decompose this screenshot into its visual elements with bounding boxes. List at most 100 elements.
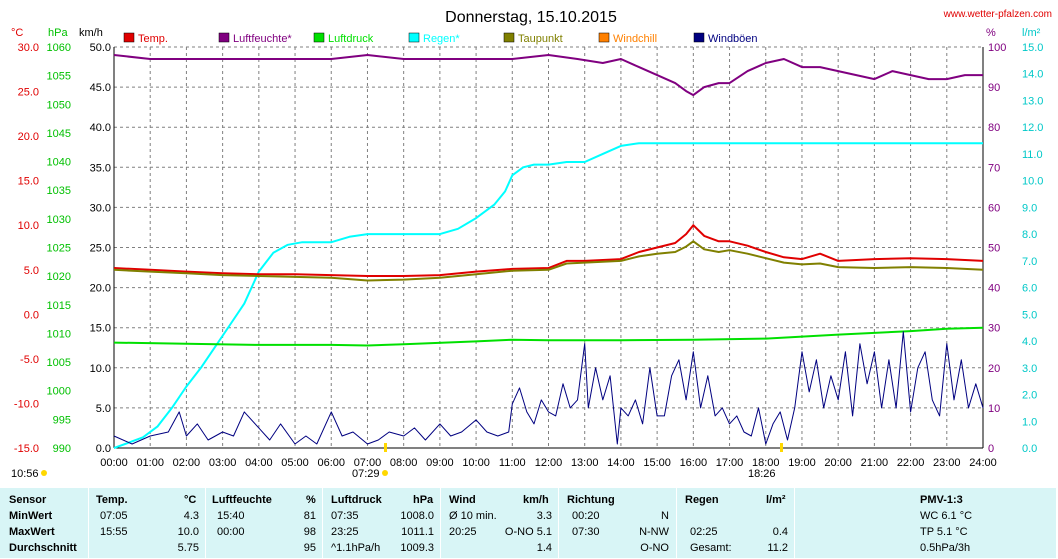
- legend-label: Luftfeuchte*: [233, 33, 292, 45]
- stats-cell-hum-time: 00:00: [217, 526, 245, 538]
- series-line-4: [113, 326, 984, 347]
- hdr-wind-unit: km/h: [523, 494, 549, 506]
- stats-cell-press-val: 1011.1: [401, 526, 434, 538]
- stats-col-press: [323, 488, 440, 558]
- wind-tick-label: 5.0: [96, 403, 111, 415]
- hum-tick-label: 20: [988, 363, 1000, 375]
- hdr-hum: Luftfeuchte: [212, 494, 272, 506]
- wind-tick-label: 45.0: [90, 82, 111, 94]
- stats-cell-pmv: 0.5hPa/3h: [920, 542, 971, 554]
- legend-swatch: [408, 32, 420, 43]
- stats-cell-wind-val: 3.3: [536, 510, 552, 522]
- stats-cell-label: MinWert: [9, 510, 53, 522]
- stats-cell-dir-val: N: [661, 510, 669, 522]
- legend-label: Windchill: [613, 33, 657, 45]
- hum-tick-label: 10: [988, 403, 1000, 415]
- stats-col-pmv: [795, 488, 1056, 558]
- x-tick-label: 23:00: [933, 457, 961, 469]
- x-tick-label: 24:00: [969, 457, 997, 469]
- legend-swatch: [313, 32, 325, 43]
- legend-label: Luftdruck: [328, 33, 374, 45]
- series-line-5: [113, 331, 984, 445]
- hum-tick-label: 50: [988, 243, 1000, 255]
- hum-unit-label: %: [986, 27, 996, 39]
- stats-cell-wind-time: 20:25: [449, 526, 477, 538]
- sunrise-marker: [384, 443, 387, 452]
- stats-cell-dir-val: O-NO: [640, 542, 669, 554]
- hdr-temp: Temp.: [96, 494, 128, 506]
- temp-tick-label: -5.0: [20, 354, 39, 366]
- hum-tick-label: 70: [988, 162, 1000, 174]
- x-tick-label: 22:00: [897, 457, 925, 469]
- rain-tick-label: 1.0: [1022, 416, 1037, 428]
- stats-col-wind: [441, 488, 558, 558]
- sunset-label: 18:26: [748, 468, 776, 480]
- hdr-rain: Regen: [685, 494, 719, 506]
- stats-cell-wind-time: Ø 10 min.: [449, 510, 497, 522]
- x-tick-label: 00:00: [100, 457, 128, 469]
- wind-tick-label: 30.0: [90, 202, 111, 214]
- stats-cell-hum-val: 95: [303, 542, 316, 554]
- weather-chart: 00:00 01:00 02:00 03:00 04:00 05:00 06:00 07:00…: [11, 9, 1052, 480]
- press-tick-label: 1055: [47, 71, 71, 83]
- temp-tick-label: 5.0: [24, 265, 39, 277]
- hum-tick-label: 0: [988, 443, 994, 455]
- stats-cell-rain-val: 0.4: [772, 526, 788, 538]
- press-tick-label: 1030: [47, 214, 71, 226]
- press-tick-label: 1015: [47, 300, 71, 312]
- grid: [113, 46, 984, 449]
- hum-tick-label: 60: [988, 202, 1000, 214]
- stats-cell-temp-val: 10.0: [177, 526, 199, 538]
- temp-tick-label: -15.0: [14, 443, 39, 455]
- legend-swatch: [598, 32, 610, 43]
- press-tick-label: 995: [53, 414, 71, 426]
- rain-unit-label: l/m²: [1022, 27, 1041, 39]
- rain-tick-label: 2.0: [1022, 390, 1037, 402]
- legend-label: Regen*: [423, 33, 460, 45]
- legend-swatch: [218, 32, 230, 43]
- x-tick-label: 15:00: [643, 457, 671, 469]
- statistics-table: Sensor Temp. °C Luftfeuchte % Luftdruck …: [0, 488, 1058, 559]
- legend-swatch: [693, 32, 705, 43]
- temp-tick-label: 0.0: [24, 309, 39, 321]
- site-url: www.wetter-pfalzen.com: [943, 9, 1052, 20]
- wind-tick-label: 10.0: [90, 363, 111, 375]
- stats-cell-temp-val: 5.75: [177, 542, 199, 554]
- stats-cell-press-time: ^1.1hPa/h: [331, 542, 381, 554]
- stats-cell-hum-val: 81: [303, 510, 316, 522]
- rain-tick-label: 8.0: [1022, 229, 1037, 241]
- legend-label: Windböen: [708, 33, 758, 45]
- wind-tick-label: 25.0: [90, 243, 111, 255]
- rain-tick-label: 5.0: [1022, 309, 1037, 321]
- hdr-hum-unit: %: [306, 494, 316, 506]
- stats-col-rain: [677, 488, 794, 558]
- temp-unit-label: °C: [11, 27, 23, 39]
- x-tick-label: 13:00: [571, 457, 599, 469]
- wind-tick-label: 50.0: [90, 42, 111, 54]
- stats-cell-pmv: WC 6.1 °C: [920, 510, 973, 522]
- legend-label: Taupunkt: [518, 33, 563, 45]
- temp-tick-label: 30.0: [18, 42, 39, 54]
- stats-cell-press-val: 1009.3: [400, 542, 434, 554]
- sunrise-icon: [382, 470, 388, 476]
- stats-cell-rain-time: 02:25: [690, 526, 718, 538]
- stats-cell-pmv: TP 5.1 °C: [920, 526, 968, 538]
- x-tick-label: 11:00: [499, 457, 526, 469]
- press-tick-label: 1020: [47, 271, 71, 283]
- x-tick-label: 09:00: [426, 457, 454, 469]
- press-tick-label: 1005: [47, 357, 71, 369]
- temp-tick-label: 20.0: [18, 131, 39, 143]
- wind-tick-label: 0.0: [96, 443, 111, 455]
- hdr-sensor: Sensor: [9, 494, 47, 506]
- stats-cell-dir-time: 07:30: [572, 526, 600, 538]
- series-line-1: [113, 142, 983, 449]
- press-tick-label: 1025: [47, 243, 71, 255]
- x-tick-label: 06:00: [317, 457, 345, 469]
- legend: Temp. Luftfeuchte* Luftdruck Regen* Taupunkt…: [123, 32, 758, 45]
- temp-tick-label: 15.0: [18, 176, 39, 188]
- x-tick-label: 17:00: [716, 457, 744, 469]
- x-tick-label: 08:00: [390, 457, 418, 469]
- rain-tick-label: 4.0: [1022, 336, 1037, 348]
- x-tick-label: 10:00: [462, 457, 490, 469]
- stats-col-sensor: [0, 488, 88, 558]
